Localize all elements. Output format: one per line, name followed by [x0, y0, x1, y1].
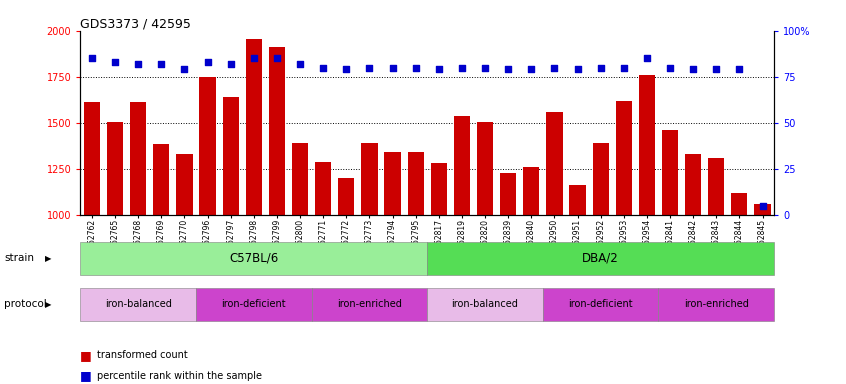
Bar — [453, 116, 470, 384]
Text: ▶: ▶ — [45, 300, 52, 309]
Point — [571, 66, 585, 73]
Point — [108, 59, 122, 65]
Bar — [639, 75, 655, 384]
Text: ■: ■ — [80, 369, 92, 382]
Point — [316, 65, 330, 71]
Bar — [269, 47, 285, 384]
Bar — [153, 144, 169, 384]
Point — [733, 66, 746, 73]
Point — [455, 65, 469, 71]
Point — [178, 66, 191, 73]
Text: iron-balanced: iron-balanced — [452, 299, 519, 310]
Text: C57BL/6: C57BL/6 — [229, 252, 278, 265]
Text: GDS3373 / 42595: GDS3373 / 42595 — [80, 18, 191, 31]
Text: transformed count: transformed count — [97, 350, 188, 360]
Bar — [755, 204, 771, 384]
Point — [432, 66, 446, 73]
Point — [155, 61, 168, 67]
Bar — [245, 39, 262, 384]
Point — [594, 65, 607, 71]
Point — [294, 61, 307, 67]
Point — [478, 65, 492, 71]
Bar — [176, 154, 193, 384]
Bar — [431, 162, 447, 384]
Bar — [708, 158, 724, 384]
Point — [339, 66, 353, 73]
Point — [247, 55, 261, 61]
Point — [363, 65, 376, 71]
Text: iron-enriched: iron-enriched — [684, 299, 749, 310]
Point — [710, 66, 723, 73]
Bar — [547, 112, 563, 384]
Bar — [662, 130, 678, 384]
Text: iron-deficient: iron-deficient — [222, 299, 286, 310]
Bar — [477, 122, 493, 384]
Bar — [130, 102, 146, 384]
Text: ■: ■ — [80, 349, 92, 362]
Bar — [731, 193, 748, 384]
Point — [686, 66, 700, 73]
Bar — [361, 143, 377, 384]
Bar — [408, 152, 424, 384]
Point — [663, 65, 677, 71]
Point — [224, 61, 238, 67]
Text: iron-balanced: iron-balanced — [105, 299, 172, 310]
Text: ▶: ▶ — [45, 254, 52, 263]
Point — [270, 55, 283, 61]
Bar — [315, 162, 332, 384]
Point — [502, 66, 515, 73]
Bar — [685, 154, 701, 384]
Point — [85, 55, 99, 61]
Point — [640, 55, 654, 61]
Text: iron-enriched: iron-enriched — [337, 299, 402, 310]
Point — [617, 65, 630, 71]
Text: percentile rank within the sample: percentile rank within the sample — [97, 371, 262, 381]
Bar — [200, 77, 216, 384]
Text: DBA/2: DBA/2 — [582, 252, 619, 265]
Point — [525, 66, 538, 73]
Point — [131, 61, 145, 67]
Point — [547, 65, 561, 71]
Point — [755, 203, 769, 209]
Point — [409, 65, 422, 71]
Text: strain: strain — [4, 253, 34, 263]
Bar — [222, 97, 239, 384]
Bar — [338, 178, 354, 384]
Bar — [84, 102, 100, 384]
Bar — [569, 185, 585, 384]
Text: protocol: protocol — [4, 299, 47, 310]
Bar — [523, 167, 540, 384]
Text: iron-deficient: iron-deficient — [569, 299, 633, 310]
Bar — [292, 143, 308, 384]
Bar — [592, 143, 609, 384]
Bar — [500, 173, 516, 384]
Bar — [616, 101, 632, 384]
Bar — [107, 122, 124, 384]
Bar — [384, 152, 401, 384]
Point — [201, 59, 214, 65]
Point — [386, 65, 399, 71]
